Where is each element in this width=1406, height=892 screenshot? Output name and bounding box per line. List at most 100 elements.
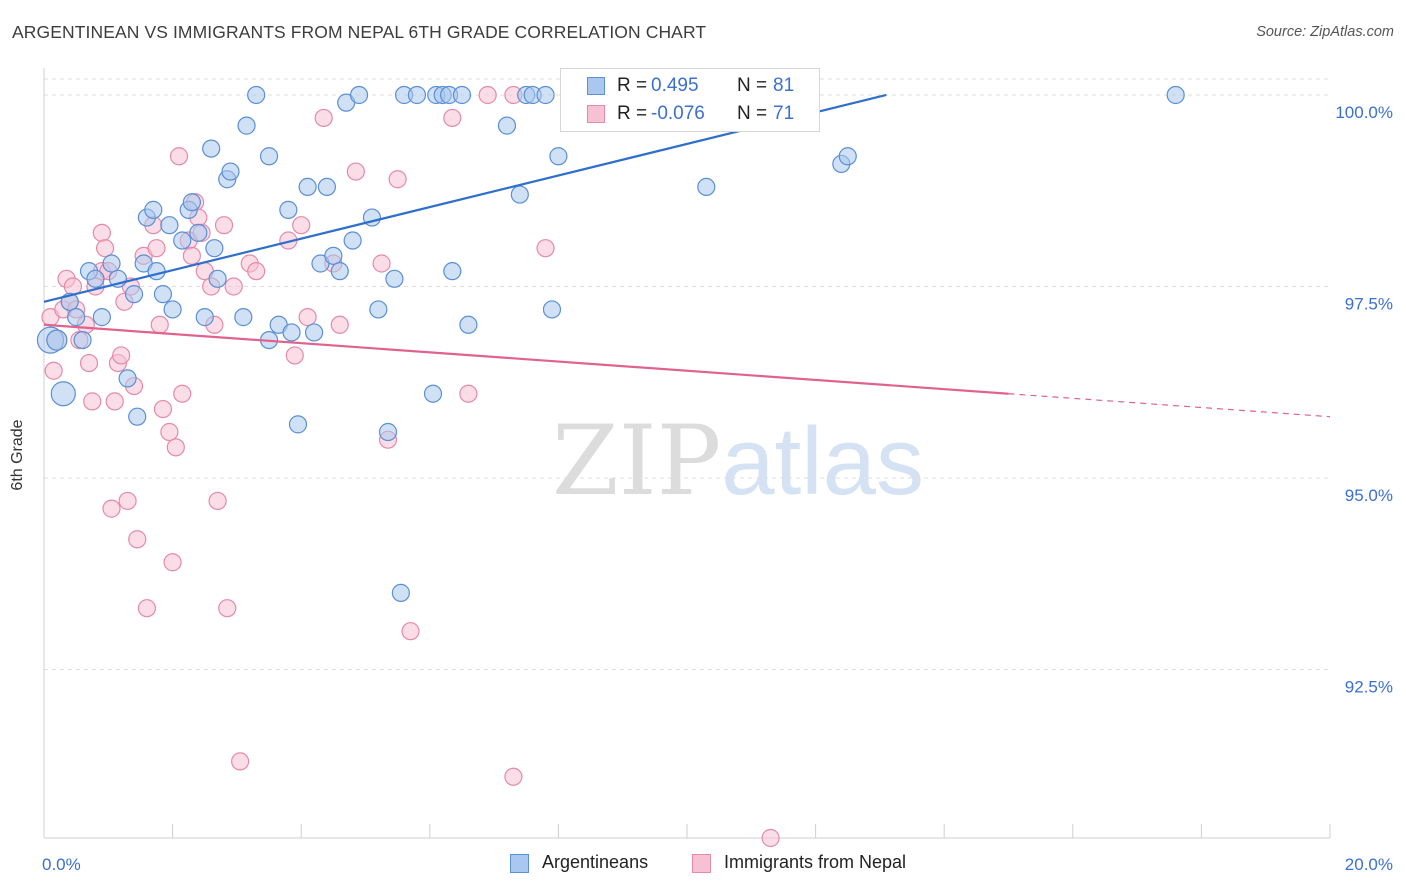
nepal-point [95,239,115,258]
legend-swatch-pink [587,105,605,123]
nepal-point [214,216,234,235]
nepal-point [292,216,311,235]
argentinean-point [102,254,121,273]
nepal-point [150,315,169,334]
argentinean-point [86,269,105,288]
argentinean-point [349,85,369,105]
argentinean-point [67,308,86,327]
nepal-point [401,622,420,641]
n-label: N = [737,103,768,124]
nepal-point [231,752,250,771]
argentinean-point [128,407,147,426]
argentinean-point [1166,85,1185,105]
argentinean-point [542,300,562,319]
argentinean-point [195,308,214,327]
nepal-point [105,392,124,411]
source-label: Source: ZipAtlas.com [1256,24,1394,40]
nepal-point [330,315,349,334]
argentinean-point [497,116,517,135]
argentinean-point [247,85,266,105]
argentinean-point [46,329,68,351]
argentinean-point [173,231,192,250]
nepal-point [285,346,304,365]
legend-label: Argentineans [542,852,649,872]
argentinean-point [73,331,92,350]
tick-labels: 92.5% 95.0% 97.5% 100.0% 0.0% 20.0% [42,103,1393,874]
nepal-point [208,491,227,511]
r-value: 0.495 [651,75,699,96]
nepal-point [147,239,166,258]
argentinean-point [118,369,137,388]
argentinean-point [369,300,388,319]
nepal-trend-line [43,323,1009,395]
trend-lines [43,93,1331,418]
nepal-point [504,767,523,786]
argentinean-point [838,147,857,166]
argentinean-point [330,262,349,281]
nepal-point [388,170,407,189]
y-tick-label: 100.0% [1335,103,1393,122]
argentinean-point [697,177,716,196]
argentinean-point [317,177,337,196]
series-argentineans-points [36,85,1185,602]
argentinean-point [407,85,427,105]
nepal-point [102,499,121,518]
axes [43,68,1331,839]
argentinean-point [324,246,343,265]
nepal-point [153,399,173,419]
nepal-point [163,553,182,572]
nepal-point [247,262,266,281]
nepal-point [166,438,185,457]
argentinean-point [304,323,324,342]
argentinean-point [459,315,478,334]
argentinean-point [536,85,555,105]
argentinean-point [144,200,163,219]
n-value: 81 [773,75,795,96]
nepal-point [79,353,99,373]
nepal-point [118,491,137,511]
argentinean-point [92,308,111,327]
nepal-point [137,599,156,618]
argentinean-point [237,116,256,135]
x-tick-label: 0.0% [42,855,81,874]
y-tick-label: 92.5% [1345,677,1393,696]
argentinean-point [160,216,179,235]
argentinean-point [288,415,308,434]
stats-row-nepal: R = -0.076 N = 71 [561,101,819,129]
argentinean-point [202,139,221,158]
argentinean-point [282,323,301,342]
argentinean-point [391,583,410,602]
argentinean-point [163,300,182,319]
argentinean-point [50,381,76,407]
nepal-point [224,277,243,296]
nepal-point [459,384,478,403]
argentinean-point [378,422,398,442]
argentinean-point [423,384,443,403]
nepal-point [92,223,111,242]
r-label: R = [617,103,648,124]
argentinean-point [385,269,404,288]
n-value: 71 [773,103,795,124]
argentinean-point [189,223,208,242]
nepal-point [173,384,192,403]
x-tick-label: 20.0% [1345,855,1393,874]
argentinean-point [208,269,227,288]
y-tick-label: 95.0% [1345,486,1393,505]
nepal-point [44,361,63,380]
argentinean-point [259,147,279,166]
argentinean-point [452,85,472,105]
nepal-point [536,239,555,258]
argentinean-point [443,262,462,281]
n-label: N = [737,75,768,96]
nepal-point [314,108,333,128]
legend-swatch-blue [587,77,605,95]
nepal-point [218,599,237,618]
argentinean-point [205,239,224,258]
argentinean-point [153,285,173,304]
legend-label: Immigrants from Nepal [724,852,907,872]
argentinean-point [124,285,144,304]
nepal-point [443,108,462,128]
argentinean-point [343,231,362,250]
nepal-point [346,162,365,181]
